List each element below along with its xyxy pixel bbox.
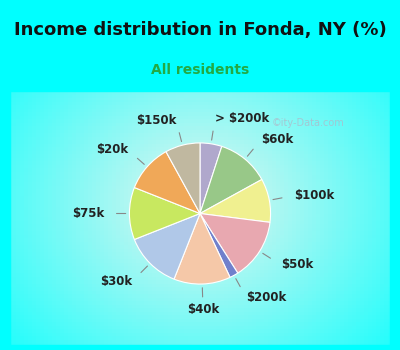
Text: $200k: $200k [246,291,286,304]
Wedge shape [134,152,200,214]
Wedge shape [200,180,270,222]
Text: ©ity-Data.com: ©ity-Data.com [272,118,345,127]
Text: $20k: $20k [96,144,128,156]
Text: $50k: $50k [281,258,313,272]
Wedge shape [200,146,262,214]
Wedge shape [200,143,222,214]
Bar [0,345,400,350]
Text: $40k: $40k [187,303,219,316]
Bar [0,0,400,91]
Text: Income distribution in Fonda, NY (%): Income distribution in Fonda, NY (%) [14,21,386,39]
Bar [390,0,400,350]
Text: $60k: $60k [261,133,294,146]
Wedge shape [200,214,270,273]
Text: All residents: All residents [151,63,249,77]
Wedge shape [174,214,230,284]
Text: $100k: $100k [294,189,334,202]
Wedge shape [130,188,200,239]
Wedge shape [166,143,200,214]
Text: $150k: $150k [136,114,176,127]
Text: > $200k: > $200k [215,112,269,125]
Text: $30k: $30k [100,275,132,288]
Text: $75k: $75k [72,207,104,220]
Bar [0,0,10,350]
Bar [0,0,400,5]
Wedge shape [134,214,200,279]
Wedge shape [200,214,238,277]
